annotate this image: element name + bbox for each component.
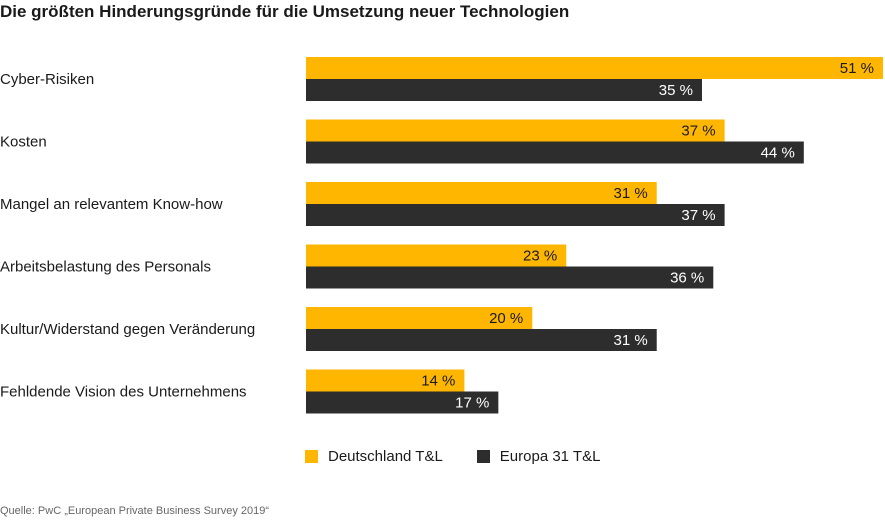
bar xyxy=(306,119,725,142)
data-label: 51 % xyxy=(840,60,874,77)
bar-chart: Cyber-Risiken 51 % 35 % Kosten 37 % 44 % Mange… xyxy=(0,57,883,414)
legend-item-europa: Europa 31 T&L xyxy=(476,448,601,465)
bar xyxy=(306,182,657,204)
category-label: Kosten xyxy=(0,133,47,150)
bar xyxy=(306,57,883,79)
source-note: Quelle: PwC „European Private Business S… xyxy=(0,505,270,517)
data-label: 17 % xyxy=(455,394,489,411)
data-label: 14 % xyxy=(421,372,455,389)
data-label: 31 % xyxy=(614,332,648,349)
data-label: 36 % xyxy=(670,269,704,286)
data-label: 37 % xyxy=(681,207,715,224)
category-label: Arbeitsbelastung des Personals xyxy=(0,258,211,275)
bar xyxy=(306,329,657,351)
data-label: 23 % xyxy=(523,247,557,264)
data-label: 31 % xyxy=(614,185,648,202)
legend-swatch-deutschland xyxy=(305,450,318,463)
chart-title: Die größten Hinderungsgründe für die Ums… xyxy=(0,2,570,21)
legend: Deutschland T&L Europa 31 T&L xyxy=(305,448,634,465)
bar xyxy=(306,204,725,226)
bar xyxy=(306,307,533,329)
category-label: Cyber-Risiken xyxy=(0,71,94,88)
legend-swatch-europa xyxy=(476,450,490,463)
legend-item-deutschland: Deutschland T&L xyxy=(305,448,443,465)
bar xyxy=(306,266,714,289)
bar xyxy=(306,79,702,101)
bar xyxy=(306,141,804,164)
category-label: Fehldende Vision des Unternehmens xyxy=(0,383,247,400)
data-label: 44 % xyxy=(761,144,795,161)
legend-label-europa: Europa 31 T&L xyxy=(499,448,601,465)
bar xyxy=(306,391,499,414)
bar xyxy=(306,369,465,392)
data-label: 35 % xyxy=(659,82,693,99)
legend-label-deutschland: Deutschland T&L xyxy=(328,448,443,465)
category-label: Kultur/Widerstand gegen Veränderung xyxy=(0,321,255,338)
bar xyxy=(306,244,567,267)
data-label: 37 % xyxy=(681,122,715,139)
category-label: Mangel an relevantem Know-how xyxy=(0,196,223,213)
data-label: 20 % xyxy=(489,310,523,327)
